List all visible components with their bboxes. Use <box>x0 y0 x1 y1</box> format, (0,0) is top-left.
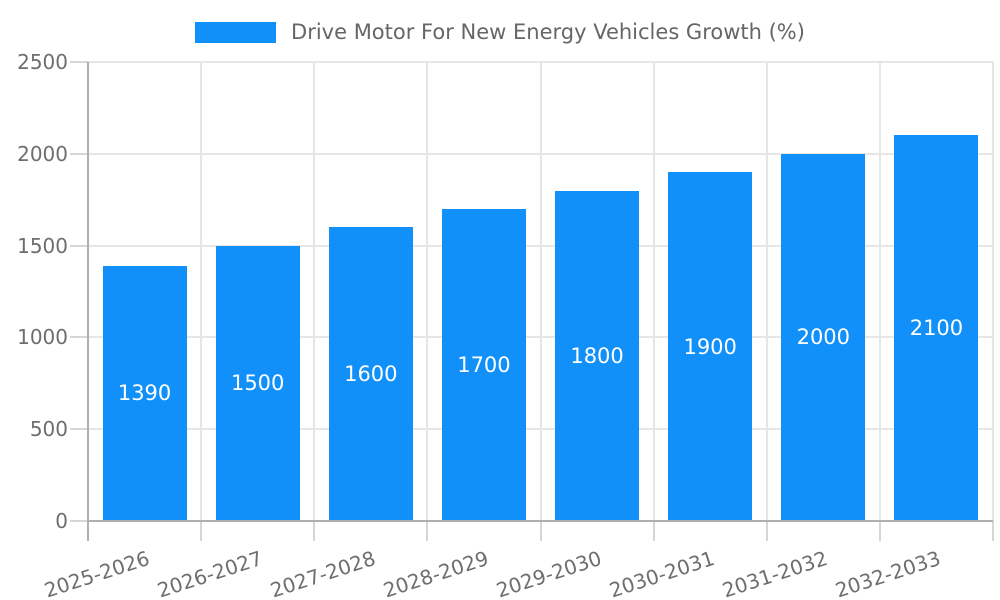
bar-2030-2031: 1900 <box>668 172 753 521</box>
x-axis-label: 2025-2026 <box>40 546 152 600</box>
x-axis-label: 2029-2030 <box>493 546 605 600</box>
y-axis-tick <box>70 244 88 247</box>
x-axis-tick <box>652 521 655 541</box>
legend-label: Drive Motor For New Energy Vehicles Grow… <box>291 20 805 44</box>
x-axis-tick <box>992 521 994 541</box>
bar-2025-2026: 1390 <box>102 265 187 521</box>
x-axis-label: 2028-2029 <box>380 546 492 600</box>
v-gridline <box>992 62 994 521</box>
v-gridline <box>652 62 655 521</box>
bar-value-label: 2000 <box>796 325 851 350</box>
y-axis-label: 2000 <box>17 141 68 166</box>
v-gridline <box>878 62 881 521</box>
bar-value-label: 1390 <box>117 381 172 406</box>
bar-value-label: 1500 <box>230 371 285 396</box>
v-gridline <box>426 62 429 521</box>
x-axis-tick <box>200 521 203 541</box>
v-gridline <box>765 62 768 521</box>
bar-value-label: 1800 <box>570 343 624 368</box>
v-gridline <box>539 62 542 521</box>
x-axis-label: 2030-2031 <box>606 546 718 600</box>
y-axis-tick <box>70 428 88 431</box>
bar-2026-2027: 1500 <box>215 245 300 521</box>
x-axis-tick <box>426 521 429 541</box>
y-axis-label: 1000 <box>17 325 68 350</box>
bar-2027-2028: 1600 <box>328 227 413 521</box>
x-axis-tick <box>878 521 881 541</box>
y-axis-tick <box>70 152 88 155</box>
bar-value-label: 1900 <box>683 334 737 359</box>
y-axis-tick <box>70 520 88 522</box>
v-gridline <box>200 62 203 521</box>
x-axis-label: 2026-2027 <box>154 546 266 600</box>
bar-value-label: 1700 <box>457 352 511 377</box>
y-axis-label: 500 <box>29 417 68 442</box>
bar-2029-2030: 1800 <box>555 190 640 521</box>
bar-value-label: 2100 <box>909 316 964 341</box>
x-axis-label: 2031-2032 <box>719 546 831 600</box>
y-axis-line <box>87 62 89 541</box>
v-gridline <box>313 62 316 521</box>
bar-2032-2033: 2100 <box>894 135 979 521</box>
bar-value-label: 1600 <box>344 362 398 387</box>
x-axis-label: 2027-2028 <box>267 546 379 600</box>
y-axis-label: 0 <box>55 509 68 533</box>
y-axis-label: 2500 <box>17 50 68 74</box>
legend-swatch <box>195 22 277 43</box>
x-axis-tick <box>765 521 768 541</box>
y-axis-tick <box>70 336 88 339</box>
y-axis-label: 1500 <box>17 233 68 258</box>
bar-2028-2029: 1700 <box>441 208 526 521</box>
x-axis-tick <box>313 521 316 541</box>
chart-legend[interactable]: Drive Motor For New Energy Vehicles Grow… <box>0 21 1000 44</box>
y-axis-tick <box>70 61 88 63</box>
bar-2031-2032: 2000 <box>781 153 866 521</box>
x-axis-line <box>88 520 993 522</box>
x-axis-tick <box>539 521 542 541</box>
x-axis-label: 2032-2033 <box>832 546 944 600</box>
